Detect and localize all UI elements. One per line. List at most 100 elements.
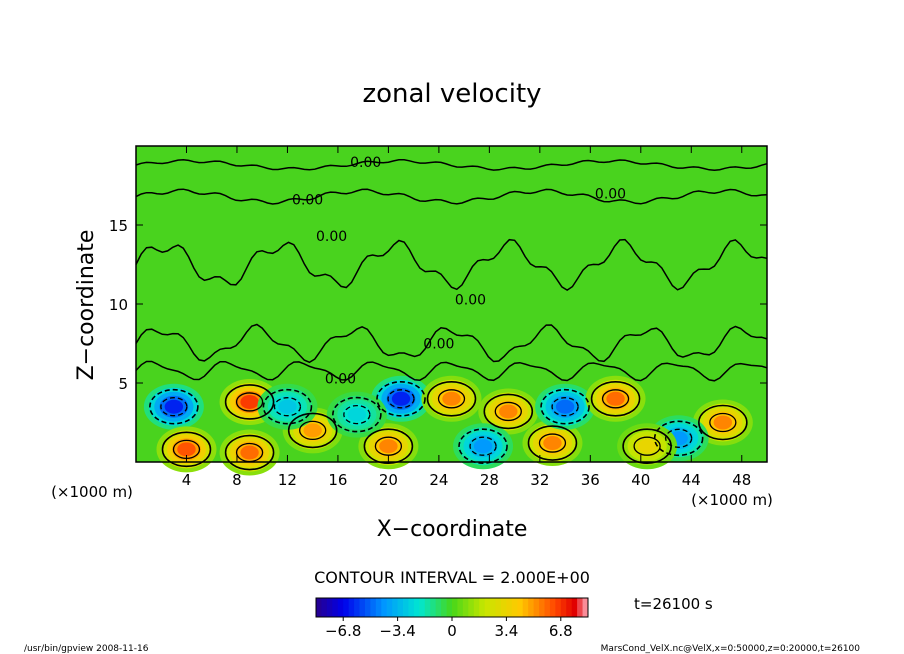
colorbar-bin: [517, 598, 524, 617]
cell-contour-inner: [343, 404, 371, 425]
colorbar-bin: [419, 598, 426, 617]
cell-contour-inner: [273, 397, 302, 417]
cell-contour-inner: [469, 436, 497, 456]
colorbar-bin: [321, 598, 328, 617]
colorbar-bin: [316, 598, 322, 617]
cell-ring: [606, 391, 625, 406]
cell-contour-inner: [299, 420, 327, 441]
contour-label: 0.00: [350, 155, 381, 171]
colorbar-bin: [511, 598, 518, 617]
colorbar-bin: [473, 598, 480, 617]
cell-contour: [332, 396, 382, 433]
cell-ring: [637, 439, 657, 454]
colorbar-tick-label: −6.8: [325, 622, 361, 640]
colorbar-bin: [359, 598, 366, 617]
colorbar-bin: [533, 598, 540, 617]
zero-contour: [135, 188, 768, 205]
contour-label: 0.00: [325, 371, 356, 387]
cell-contour: [287, 412, 338, 449]
chart-title: zonal velocity: [362, 79, 541, 109]
colorbar-bin: [348, 598, 355, 617]
colorbar-bin: [539, 598, 545, 617]
velocity-cells: [143, 375, 753, 476]
colorbar-bin: [392, 598, 398, 617]
velocity-cell: [257, 383, 318, 430]
colorbar-bin: [430, 598, 437, 617]
cell-contour: [698, 404, 748, 441]
velocity-cell: [585, 375, 646, 422]
cell-contour: [224, 384, 275, 420]
time-label: t=26100 s: [634, 595, 713, 613]
colorbar-bin: [386, 598, 393, 617]
colorbar-bin: [452, 598, 458, 617]
cell-contour: [224, 434, 275, 471]
colorbar-bin: [370, 598, 377, 617]
cell-contour: [590, 380, 641, 417]
colorbar-bin: [571, 598, 578, 617]
colorbar-bin: [484, 598, 491, 617]
colorbar-tick-label: 0: [447, 622, 457, 640]
colorbar-bin: [326, 598, 333, 617]
cell-ring: [379, 439, 398, 454]
velocity-cell: [453, 423, 514, 470]
colorbar-bin: [413, 598, 420, 617]
colorbar-tick-label: −3.4: [379, 622, 415, 640]
colorbar-bin: [462, 598, 469, 617]
colorbar-bin: [354, 598, 360, 617]
y-axis-ticks: 5 10 15: [109, 217, 767, 393]
x-tick-label: 8: [232, 471, 242, 489]
colorbar-bin: [364, 598, 371, 617]
cell-contour: [363, 428, 414, 465]
x-unit-left: (×1000 m): [51, 483, 133, 501]
footer-right: MarsCond_VelX.nc@VelX,x=0:50000,z=0:2000…: [601, 644, 861, 654]
colorbar-bin: [577, 598, 583, 617]
colorbar-bin: [332, 598, 339, 617]
zero-contour: [135, 158, 768, 172]
cell-contour: [540, 388, 590, 425]
colorbar-bin: [560, 598, 567, 617]
colorbar-bin: [528, 598, 534, 617]
colorbar-bin: [375, 598, 382, 617]
colorbar-tick-label: 3.4: [494, 622, 518, 640]
x-tick-label: 32: [530, 471, 549, 489]
cell-ring: [473, 439, 493, 454]
cell-contour-inner: [494, 401, 522, 422]
cell-contour: [161, 431, 212, 468]
colorbar-bin: [343, 598, 350, 617]
contour-label: 0.00: [423, 337, 454, 353]
x-tick-label: 48: [732, 471, 751, 489]
colorbar-bin: [544, 598, 551, 617]
colorbar-bins: [316, 598, 589, 617]
velocity-cell: [326, 391, 387, 438]
colorbar-ticks: −6.8 −3.4 0 3.4 6.8: [325, 617, 573, 640]
velocity-cell: [421, 375, 482, 422]
x-axis-ticks: 4 8 12 16 20 24 28 32 36 40 44 48: [182, 146, 751, 489]
cell-contour: [527, 425, 578, 461]
cell-ring: [391, 391, 411, 406]
cell-contour: [458, 428, 508, 465]
cell-ring: [177, 442, 196, 457]
zero-contour: [135, 323, 768, 364]
x-tick-label: 16: [328, 471, 347, 489]
velocity-cell: [358, 423, 419, 470]
colorbar-bin: [403, 598, 409, 617]
x-tick-label: 4: [182, 471, 192, 489]
contour-labels: 0.00 0.00 0.00 0.00 0.00 0.00 0.00: [292, 155, 626, 387]
cell-contour-inner: [437, 389, 466, 409]
colorbar-bin: [408, 598, 415, 617]
cell-contour: [426, 380, 477, 417]
cell-ring: [555, 399, 575, 414]
velocity-cell: [522, 420, 583, 467]
colorbar-bin: [500, 598, 507, 617]
cell-contour-inner: [387, 389, 415, 409]
x-tick-label: 28: [480, 471, 499, 489]
y-tick-label: 5: [118, 375, 128, 393]
velocity-cell: [535, 383, 596, 430]
zero-contour: [135, 360, 768, 382]
x-unit-right: (×1000 m): [691, 491, 773, 509]
velocity-cell: [219, 429, 280, 476]
cell-contour-inner: [665, 428, 693, 448]
velocity-cell: [143, 383, 204, 430]
cell-ring: [240, 394, 259, 409]
